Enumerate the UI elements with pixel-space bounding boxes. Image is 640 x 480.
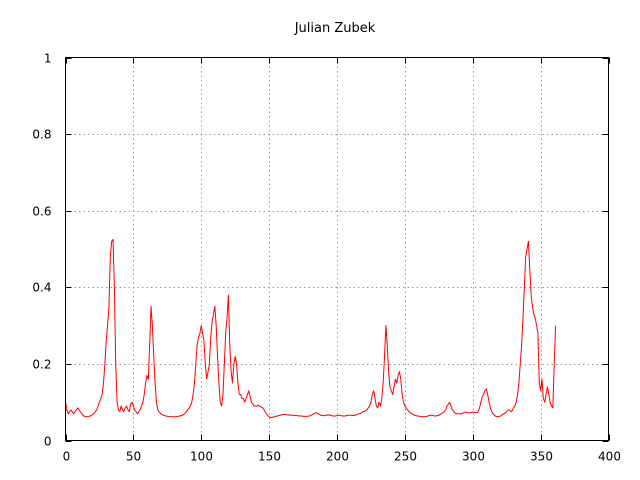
x-tick-label: 0 xyxy=(63,450,71,464)
series-line-0 xyxy=(65,238,557,419)
x-tick-label: 50 xyxy=(126,450,141,464)
grid-lines xyxy=(65,57,609,441)
x-axis-tick-labels: 0 50 100 150 200 250 300 350 400 xyxy=(63,450,621,464)
x-tick-label: 400 xyxy=(598,450,621,464)
x-tick-label: 300 xyxy=(462,450,485,464)
x-tick-label: 250 xyxy=(394,450,417,464)
y-tick-label: 0.2 xyxy=(32,358,51,372)
y-tick-label: 0 xyxy=(44,435,52,449)
series-layer xyxy=(65,238,557,419)
x-tick-label: 350 xyxy=(530,450,553,464)
x-tick-label: 100 xyxy=(190,450,213,464)
chart-title: Julian Zubek xyxy=(294,21,376,36)
y-tick-label: 0.8 xyxy=(32,128,51,142)
axis-ticks xyxy=(65,57,610,442)
x-tick-label: 200 xyxy=(326,450,349,464)
y-tick-label: 0.4 xyxy=(32,281,51,295)
y-tick-label: 1 xyxy=(44,52,52,66)
y-tick-label: 0.6 xyxy=(32,205,51,219)
x-tick-label: 150 xyxy=(258,450,281,464)
y-axis-tick-labels: 0 0.2 0.4 0.6 0.8 1 xyxy=(32,52,51,449)
plot-frame xyxy=(65,57,609,441)
